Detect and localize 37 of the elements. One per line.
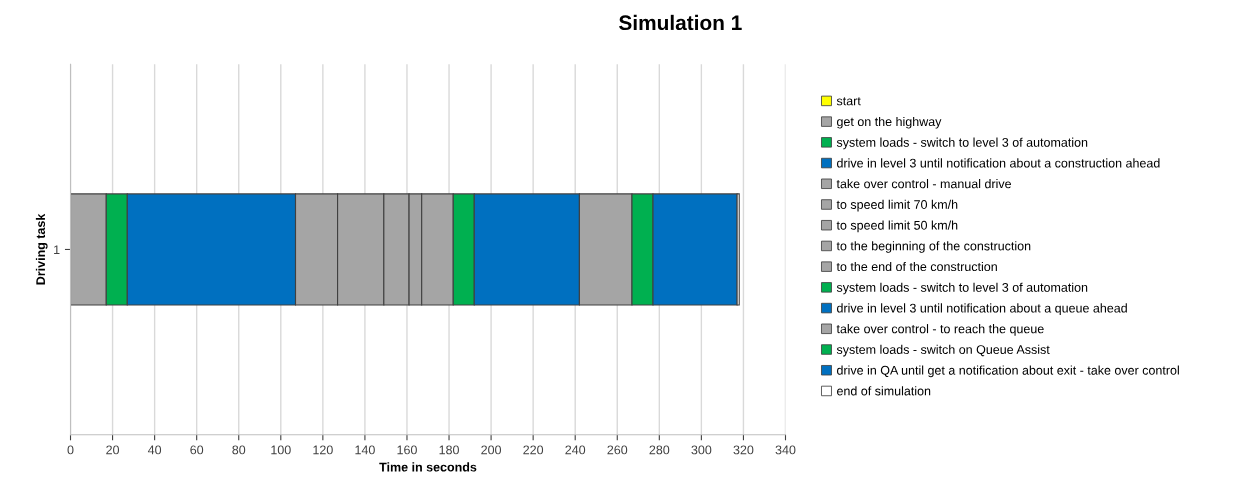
legend-label: system loads - switch to level 3 of automation [836,137,1088,150]
legend-label: system loads - switch to level 3 of automation [836,282,1088,295]
legend-label: to speed limit 50 km/h [836,220,958,233]
x-tick-label: 80 [232,445,246,455]
x-tick-label: 220 [523,445,544,455]
x-tick-label: 260 [607,445,628,455]
legend-label: start [836,97,861,106]
x-tick-label: 100 [271,445,291,455]
x-tick-label: 320 [733,445,754,455]
x-tick-label: 0 [67,445,74,455]
x-axis-title: Time in seconds [379,462,477,472]
legend-label: drive in level 3 until notification about a construction ahead [837,158,1160,168]
x-tick-label: 140 [355,445,375,455]
x-tick-label: 300 [691,445,712,455]
legend-label: drive in QA until get a notification about exit - take over control [837,365,1179,378]
x-tick-label: 160 [397,445,417,455]
x-tick-label: 40 [147,445,162,455]
x-tick-label: 280 [649,445,670,455]
x-tick-label: 60 [190,445,204,455]
legend-label: get on the highway [837,116,942,129]
legend-label: drive in level 3 until notification about a queue ahead [837,303,1127,316]
legend-label: take over control - to reach the queue [836,324,1044,336]
x-tick-label: 340 [775,445,796,455]
x-tick-label: 180 [439,445,459,455]
legend-label: to the end of the construction [836,261,997,272]
legend-label: to the beginning of the construction [836,241,1031,253]
legend-label: take over control - manual drive [836,179,1012,189]
x-tick-label: 120 [313,445,333,455]
chart-title: Simulation 1 [619,14,742,31]
x-tick-label: 200 [481,445,502,455]
legend-label: end of simulation [837,386,931,396]
legend-label: to speed limit 70 km/h [836,199,958,212]
x-tick-label: 20 [106,445,120,455]
y-axis-title: Driving task [35,213,48,285]
x-tick-label: 240 [565,445,586,455]
legend-label: system loads - switch on Queue Assist [836,344,1050,357]
y-tick-label: 1 [54,245,60,254]
